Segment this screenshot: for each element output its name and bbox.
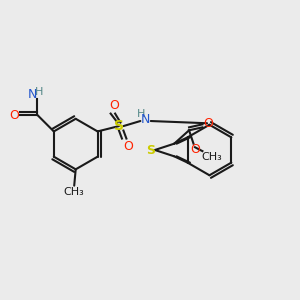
Text: S: S (146, 143, 155, 157)
Text: O: O (109, 99, 119, 112)
Text: O: O (190, 142, 200, 155)
Text: S: S (114, 119, 124, 133)
Text: O: O (123, 140, 133, 153)
Text: N: N (27, 88, 37, 101)
Text: CH₃: CH₃ (201, 152, 222, 162)
Text: H: H (137, 109, 145, 119)
Text: N: N (141, 113, 150, 126)
Text: CH₃: CH₃ (64, 187, 85, 197)
Text: O: O (203, 117, 213, 130)
Text: O: O (9, 109, 19, 122)
Text: H: H (35, 87, 43, 97)
